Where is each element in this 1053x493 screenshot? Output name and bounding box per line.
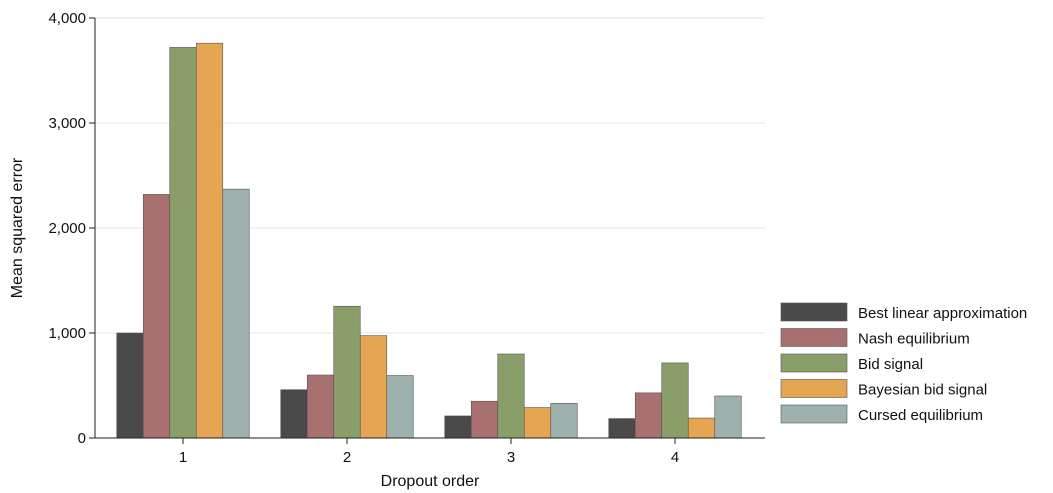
x-axis-title: Dropout order [381,473,480,490]
legend-label: Bid signal [858,356,923,373]
bar [169,47,197,439]
bar [687,417,716,439]
bar [359,335,388,439]
bar [714,395,742,439]
legend-swatch [780,328,848,347]
y-tick-label: 2,000 [48,220,86,237]
bar [470,400,499,439]
bar [497,353,525,439]
legend-swatch [780,404,848,424]
legend: Best linear approximation Nash equilibriu… [780,302,1027,424]
bar [386,375,414,439]
legend-swatch [780,302,848,322]
bar [222,188,250,439]
legend-swatch [780,379,848,398]
x-tick-label: 3 [507,449,515,466]
legend-label: Cursed equilibrium [858,407,983,424]
bar [444,415,472,439]
bar [195,42,224,439]
bar [608,418,636,439]
y-tick-label: 3,000 [48,115,86,132]
y-ticks: 0 1,000 2,000 3,000 4,000 [48,10,95,447]
y-tick-label: 4,000 [48,10,86,27]
bar [306,374,335,439]
bar [116,332,144,439]
bar [550,403,578,439]
y-tick-label: 0 [78,430,86,447]
y-axis-title: Mean squared error [9,157,26,298]
legend-label: Best linear approximation [858,305,1027,322]
legend-swatch [780,353,848,373]
legend-label: Bayesian bid signal [858,382,987,399]
y-tick-label: 1,000 [48,325,86,342]
x-tick-label: 2 [343,449,351,466]
x-tick-label: 1 [179,449,187,466]
legend-label: Nash equilibrium [858,331,970,348]
bar [634,392,663,439]
bar [142,194,171,439]
bar [661,362,689,439]
bar [333,305,361,439]
bar [280,389,308,439]
bars [116,42,742,439]
x-ticks: 1 2 3 4 [179,438,679,466]
bar [523,407,552,439]
x-tick-label: 4 [671,449,679,466]
